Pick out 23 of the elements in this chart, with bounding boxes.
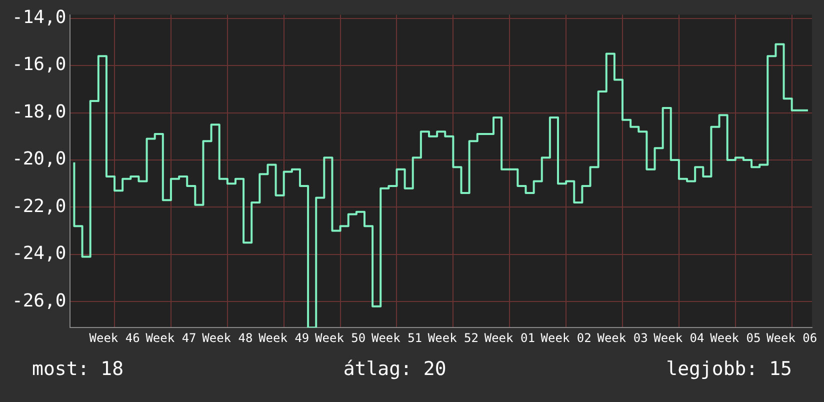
text: átlag: 20 xyxy=(343,358,446,380)
y-tick-label: -18,0 xyxy=(12,101,66,122)
x-tick-label: Week 49 xyxy=(258,330,310,345)
x-tick-label: Week 51 xyxy=(371,330,422,345)
y-tick-label: -24,0 xyxy=(12,243,66,264)
x-tick-label: Week 50 xyxy=(315,330,366,345)
x-tick-label: Week 05 xyxy=(710,330,761,345)
y-tick-label: -26,0 xyxy=(12,290,66,312)
y-tick-label: -16,0 xyxy=(12,54,66,76)
x-tick-label: Week 47 xyxy=(146,330,196,345)
y-tick-label: -14,0 xyxy=(12,7,66,28)
x-tick-label: Week 04 xyxy=(654,330,704,345)
y-tick-label: -22,0 xyxy=(12,196,66,217)
x-tick-label: Week 46 xyxy=(89,330,140,345)
x-tick-label: Week 01 xyxy=(484,330,535,345)
x-tick-label: Week 06 xyxy=(766,330,818,345)
x-tick-label: Week 03 xyxy=(597,330,648,345)
y-tick-label: -20,0 xyxy=(12,148,66,170)
x-tick-label: Week 48 xyxy=(202,330,253,345)
text: legjobb: 15 xyxy=(666,358,792,380)
x-tick-label: Week 02 xyxy=(540,330,592,345)
x-tick-label: Week 52 xyxy=(428,330,478,345)
text: most: 18 xyxy=(32,358,124,380)
